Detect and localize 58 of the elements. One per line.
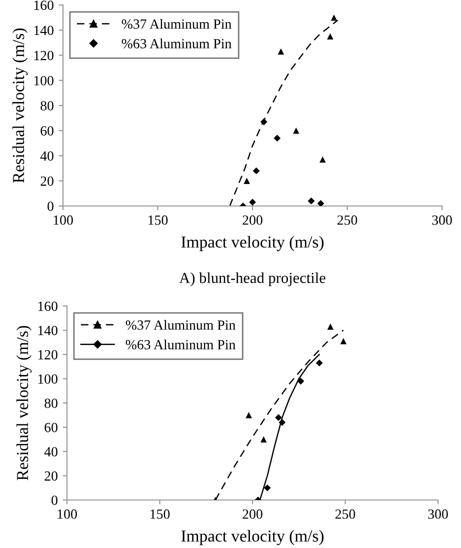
y-tick-label: 140 bbox=[38, 326, 58, 336]
y-tick-label: 120 bbox=[34, 50, 54, 60]
y-tick-label: 80 bbox=[40, 101, 54, 110]
y-tick-label: 0 bbox=[48, 202, 54, 211]
y-axis-title: Residual velocity (m/s) bbox=[16, 326, 32, 480]
legend-label: %37 Aluminum Pin bbox=[122, 18, 232, 29]
point bbox=[327, 33, 334, 40]
y-tick-label: 0 bbox=[52, 496, 58, 505]
legend-label: %63 Aluminum Pin bbox=[122, 38, 232, 48]
y-tick-label: 20 bbox=[40, 176, 54, 186]
legend-label: %63 Aluminum Pin bbox=[126, 340, 236, 350]
y-tick-label: 80 bbox=[44, 398, 58, 408]
point bbox=[275, 414, 282, 421]
x-tick-label: 250 bbox=[335, 509, 356, 519]
x-tick-label: 150 bbox=[150, 509, 170, 519]
y-tick-label: 120 bbox=[38, 350, 58, 360]
point bbox=[340, 338, 347, 344]
y-tick-label: 100 bbox=[34, 76, 54, 86]
y-tick-label: 160 bbox=[34, 0, 54, 10]
point bbox=[316, 360, 323, 366]
x-tick-label: 200 bbox=[242, 215, 262, 225]
point bbox=[327, 323, 334, 330]
y-tick-label: 100 bbox=[38, 374, 58, 384]
x-tick-label: 300 bbox=[432, 215, 452, 225]
point bbox=[278, 48, 284, 55]
point bbox=[260, 118, 268, 126]
point bbox=[330, 14, 338, 21]
x-tick-label: 200 bbox=[242, 509, 262, 519]
x-tick-label: 300 bbox=[428, 509, 448, 519]
x-tick-label: 100 bbox=[58, 509, 77, 519]
point bbox=[319, 156, 326, 163]
x-tick-label: 150 bbox=[148, 215, 168, 225]
point bbox=[317, 200, 324, 206]
y-tick-label: 140 bbox=[34, 26, 54, 36]
line-series bbox=[214, 330, 344, 500]
point bbox=[246, 412, 252, 418]
y-axis-title: Residual velocity (m/s) bbox=[12, 28, 28, 183]
x-tick-label: 250 bbox=[337, 215, 358, 225]
y-tick-label: 40 bbox=[44, 447, 58, 456]
x-axis-title: Impact velocity (m/s) bbox=[181, 236, 324, 252]
y-tick-label: 20 bbox=[44, 471, 58, 481]
legend-label: %37 Aluminum Pin bbox=[126, 320, 236, 330]
text: A) blunt-head projectile bbox=[179, 272, 326, 286]
point bbox=[297, 378, 304, 385]
point bbox=[244, 178, 250, 184]
y-tick-label: 40 bbox=[40, 151, 54, 161]
point bbox=[249, 198, 256, 206]
point bbox=[292, 128, 300, 134]
point bbox=[274, 134, 281, 142]
point bbox=[264, 484, 271, 492]
point bbox=[308, 198, 315, 204]
y-tick-label: 60 bbox=[40, 126, 54, 136]
y-tick-label: 160 bbox=[38, 302, 58, 311]
point bbox=[260, 436, 267, 442]
point bbox=[278, 418, 286, 426]
y-tick-label: 60 bbox=[44, 422, 58, 432]
x-axis-title: Impact velocity (m/s) bbox=[181, 530, 324, 546]
point bbox=[252, 167, 260, 174]
